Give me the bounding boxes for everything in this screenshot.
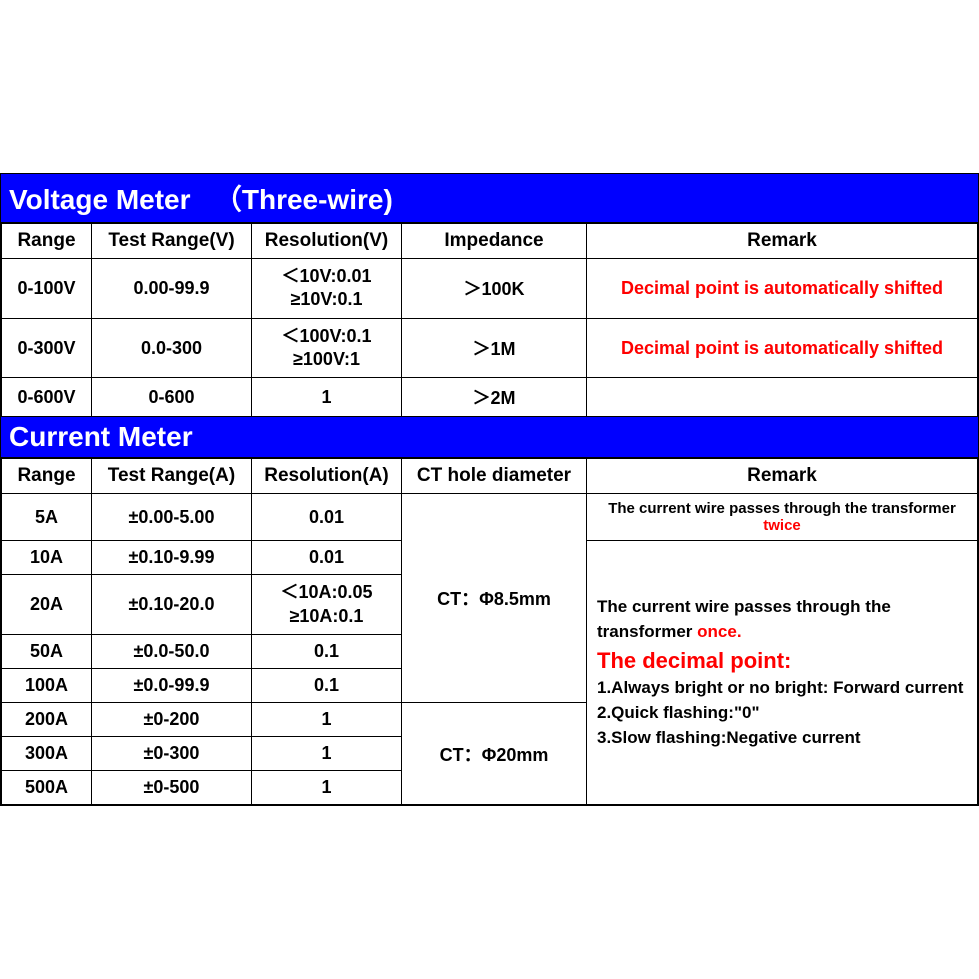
cell-remark-body: The current wire passes through the tran… — [587, 541, 978, 805]
voltage-table: Range Test Range(V) Resolution(V) Impeda… — [1, 223, 978, 418]
current-table: Range Test Range(A) Resolution(A) CT hol… — [1, 458, 978, 805]
cell-range: 10A — [2, 541, 92, 575]
remark-note-1: 1.Always bright or no bright: Forward cu… — [597, 678, 963, 697]
remark-note-3: 3.Slow flashing:Negative current — [597, 728, 861, 747]
col-test: Test Range(V) — [92, 223, 252, 258]
cell-test: ±0.0-50.0 — [92, 635, 252, 669]
cell-resolution: ＜10A:0.05 ≥10A:0.1 — [252, 575, 402, 635]
cell-test: 0.0-300 — [92, 318, 252, 378]
cell-range: 50A — [2, 635, 92, 669]
cell-test: ±0.00-5.00 — [92, 494, 252, 541]
cell-ct: CT：Φ20mm — [402, 703, 587, 805]
cell-resolution: 0.1 — [252, 669, 402, 703]
col-remark: Remark — [587, 223, 978, 258]
current-title: Current Meter — [1, 417, 978, 458]
cell-range: 500A — [2, 771, 92, 805]
cell-resolution: 1 — [252, 703, 402, 737]
current-row: 5A ±0.00-5.00 0.01 CT：Φ8.5mm The current… — [2, 494, 978, 541]
col-range: Range — [2, 223, 92, 258]
cell-impedance: ＞100K — [402, 258, 587, 318]
cell-resolution: ＜100V:0.1 ≥100V:1 — [252, 318, 402, 378]
cell-resolution: 1 — [252, 378, 402, 417]
current-header-row: Range Test Range(A) Resolution(A) CT hol… — [2, 459, 978, 494]
voltage-row: 0-600V 0-600 1 ＞2M — [2, 378, 978, 417]
cell-range: 0-300V — [2, 318, 92, 378]
spec-sheet: Voltage Meter （Three-wire) Range Test Ra… — [0, 173, 979, 806]
col-ct: CT hole diameter — [402, 459, 587, 494]
col-range: Range — [2, 459, 92, 494]
cell-range: 0-600V — [2, 378, 92, 417]
cell-impedance: ＞1M — [402, 318, 587, 378]
col-resolution: Resolution(V) — [252, 223, 402, 258]
remark-heading: The decimal point: — [597, 648, 791, 673]
cell-test: ±0-200 — [92, 703, 252, 737]
cell-test: ±0.10-9.99 — [92, 541, 252, 575]
col-impedance: Impedance — [402, 223, 587, 258]
cell-range: 20A — [2, 575, 92, 635]
cell-resolution: 0.01 — [252, 541, 402, 575]
cell-resolution: 0.1 — [252, 635, 402, 669]
voltage-row: 0-300V 0.0-300 ＜100V:0.1 ≥100V:1 ＞1M Dec… — [2, 318, 978, 378]
col-resolution: Resolution(A) — [252, 459, 402, 494]
cell-remark: Decimal point is automatically shifted — [587, 318, 978, 378]
cell-remark-5a: The current wire passes through the tran… — [587, 494, 978, 541]
cell-resolution: 1 — [252, 737, 402, 771]
cell-range: 200A — [2, 703, 92, 737]
col-test: Test Range(A) — [92, 459, 252, 494]
cell-test: ±0.10-20.0 — [92, 575, 252, 635]
voltage-row: 0-100V 0.00-99.9 ＜10V:0.01 ≥10V:0.1 ＞100… — [2, 258, 978, 318]
cell-resolution: 0.01 — [252, 494, 402, 541]
cell-range: 5A — [2, 494, 92, 541]
cell-test: ±0-300 — [92, 737, 252, 771]
cell-range: 0-100V — [2, 258, 92, 318]
cell-ct: CT：Φ8.5mm — [402, 494, 587, 703]
remark-note-2: 2.Quick flashing:"0" — [597, 703, 760, 722]
cell-test: ±0.0-99.9 — [92, 669, 252, 703]
voltage-title: Voltage Meter （Three-wire) — [1, 174, 978, 223]
cell-resolution: ＜10V:0.01 ≥10V:0.1 — [252, 258, 402, 318]
cell-remark — [587, 378, 978, 417]
cell-range: 300A — [2, 737, 92, 771]
cell-remark: Decimal point is automatically shifted — [587, 258, 978, 318]
cell-impedance: ＞2M — [402, 378, 587, 417]
cell-test: ±0-500 — [92, 771, 252, 805]
col-remark: Remark — [587, 459, 978, 494]
voltage-header-row: Range Test Range(V) Resolution(V) Impeda… — [2, 223, 978, 258]
cell-test: 0-600 — [92, 378, 252, 417]
cell-range: 100A — [2, 669, 92, 703]
cell-resolution: 1 — [252, 771, 402, 805]
cell-test: 0.00-99.9 — [92, 258, 252, 318]
